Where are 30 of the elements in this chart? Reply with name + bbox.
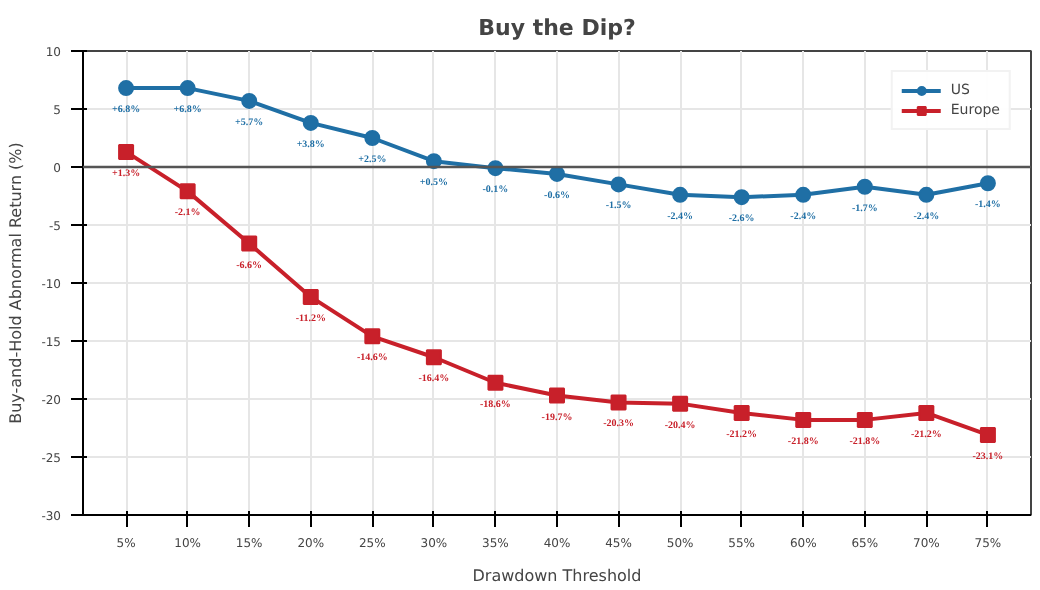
x-axis-title: Drawdown Threshold — [472, 567, 642, 585]
point — [425, 349, 442, 366]
point — [302, 114, 319, 131]
point — [118, 80, 135, 97]
point — [364, 130, 381, 146]
point — [241, 92, 258, 109]
point — [302, 288, 319, 305]
point — [918, 186, 935, 203]
point — [733, 404, 750, 421]
point — [549, 387, 565, 404]
point — [610, 176, 627, 193]
point — [179, 183, 196, 200]
point — [179, 80, 196, 97]
point — [795, 411, 812, 428]
point — [979, 426, 996, 443]
chart-title: Buy the Dip? — [478, 15, 636, 41]
point — [979, 175, 996, 192]
point — [856, 411, 873, 428]
point — [364, 328, 381, 345]
point — [856, 178, 873, 195]
point — [672, 395, 689, 412]
point — [672, 186, 689, 203]
point — [118, 143, 135, 160]
point — [487, 374, 504, 391]
point — [733, 189, 750, 206]
point — [918, 404, 935, 421]
point — [241, 235, 258, 252]
y-axis-title: Buy-and-Hold Abnormal Return (%) — [7, 142, 26, 424]
point — [795, 186, 812, 203]
point — [610, 394, 627, 411]
